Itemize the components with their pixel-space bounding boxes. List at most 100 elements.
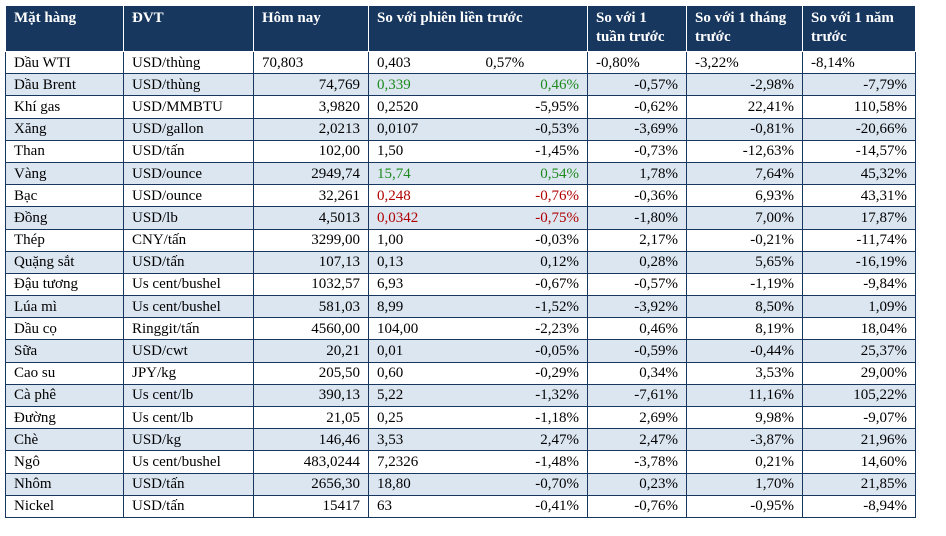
table-body: Dầu WTI USD/thùng 70,803 0,403 0,57% -0,80% -3… [5, 50, 916, 518]
header-cell: ĐVT [123, 5, 254, 52]
table-cell: 7,64% [686, 161, 803, 186]
table-cell: -8,94% [802, 494, 916, 518]
table-cell: 0,0107 [368, 117, 478, 141]
table-cell: USD/thùng [123, 73, 254, 97]
table-cell: 63 [368, 494, 478, 518]
table-cell: -0,76% [587, 494, 687, 518]
header-cell: Mặt hàng [5, 5, 124, 52]
table-cell: -0,05% [477, 339, 588, 363]
table-cell: CNY/tấn [123, 228, 254, 252]
table-cell: 0,54% [477, 161, 588, 186]
table-cell: 14,60% [802, 450, 916, 474]
table-cell: -7,61% [587, 383, 687, 408]
table-cell: 1,70% [686, 472, 803, 496]
table-cell: Sữa [5, 339, 124, 363]
table-cell: 6,93 [368, 272, 478, 297]
table-cell: -16,19% [802, 250, 916, 274]
table-cell: 5,22 [368, 383, 478, 408]
table-row: Cà phê Us cent/lb 390,13 5,22 -1,32% -7,61% 11… [5, 383, 916, 408]
table-cell: -0,41% [477, 494, 588, 518]
table-cell: 32,261 [253, 184, 369, 208]
table-cell: 483,0244 [253, 450, 369, 474]
table-cell: Chè [5, 428, 124, 452]
table-cell: 29,00% [802, 361, 916, 385]
table-cell: Đường [5, 405, 124, 430]
table-cell: 0,13 [368, 250, 478, 274]
table-cell: 0,2520 [368, 95, 478, 119]
table-cell: USD/ounce [123, 184, 254, 208]
table-cell: -5,95% [477, 95, 588, 119]
table-row: Đồng USD/lb 4,5013 0,0342 -0,75% -1,80% 7,00% 1… [5, 206, 916, 230]
table-cell: 205,50 [253, 361, 369, 385]
header-cell: So với phiên liền trước [368, 5, 588, 52]
table-cell: -1,80% [587, 206, 687, 230]
table-cell: 0,60 [368, 361, 478, 385]
table-cell: -0,62% [587, 95, 687, 119]
table-cell: -14,57% [802, 139, 916, 163]
table-row: Đậu tương Us cent/bushel 1032,57 6,93 -0,67%… [5, 272, 916, 297]
table-cell: -1,18% [477, 405, 588, 430]
table-cell: Xăng [5, 117, 124, 141]
table-cell: 20,21 [253, 339, 369, 363]
header-cell: So với 1 tuần trước [587, 5, 687, 52]
header-cell: So với 1 tháng trước [686, 5, 803, 52]
table-cell: 2656,30 [253, 472, 369, 496]
table-cell: -2,23% [477, 317, 588, 341]
table-cell: -3,87% [686, 428, 803, 452]
table-cell: 0,21% [686, 450, 803, 474]
table-cell: USD/cwt [123, 339, 254, 363]
table-cell: -0,76% [477, 184, 588, 208]
table-cell: -8,14% [802, 50, 916, 75]
table-cell: 3,53 [368, 428, 478, 452]
table-cell: 390,13 [253, 383, 369, 408]
table-row: Ngô Us cent/bushel 483,0244 7,2326 -1,48% -3,… [5, 450, 916, 474]
table-cell: Bạc [5, 184, 124, 208]
table-cell: USD/lb [123, 206, 254, 230]
table-row: Cao su JPY/kg 205,50 0,60 -0,29% 0,34% 3,53% 29… [5, 361, 916, 385]
table-row: Thép CNY/tấn 3299,00 1,00 -0,03% 2,17% -0,21% -… [5, 228, 916, 252]
table-cell: -2,98% [686, 73, 803, 97]
table-cell: 0,28% [587, 250, 687, 274]
table-cell: Ngô [5, 450, 124, 474]
table-cell: 25,37% [802, 339, 916, 363]
table-cell: 581,03 [253, 295, 369, 319]
table-cell: 1,50 [368, 139, 478, 163]
table-cell: Us cent/bushel [123, 450, 254, 474]
table-cell: -20,66% [802, 117, 916, 141]
table-cell: 43,31% [802, 184, 916, 208]
table-cell: -1,52% [477, 295, 588, 319]
table-cell: -7,79% [802, 73, 916, 97]
table-cell: -1,19% [686, 272, 803, 297]
table-cell: -0,59% [587, 339, 687, 363]
table-cell: -9,84% [802, 272, 916, 297]
table-cell: -0,57% [587, 73, 687, 97]
table-row: Than USD/tấn 102,00 1,50 -1,45% -0,73% -12,63%… [5, 139, 916, 163]
table-cell: 0,25 [368, 405, 478, 430]
table-cell: 3299,00 [253, 228, 369, 252]
table-cell: 2,47% [587, 428, 687, 452]
table-row: Lúa mì Us cent/bushel 581,03 8,99 -1,52% -3,9… [5, 295, 916, 319]
table-cell: Us cent/lb [123, 405, 254, 430]
table-cell: Us cent/bushel [123, 295, 254, 319]
table-cell: Khí gas [5, 95, 124, 119]
table-cell: 4,5013 [253, 206, 369, 230]
table-cell: Dầu cọ [5, 317, 124, 341]
table-cell: 3,53% [686, 361, 803, 385]
table-cell: 2,17% [587, 228, 687, 252]
table-cell: 45,32% [802, 161, 916, 186]
header-row: Mặt hàng ĐVT Hôm nay So với phiên liền trướ… [5, 5, 916, 52]
table-cell: Đậu tương [5, 272, 124, 297]
table-cell: 107,13 [253, 250, 369, 274]
table-cell: USD/thùng [123, 50, 254, 75]
table-cell: 70,803 [253, 50, 369, 75]
table-cell: 0,46% [477, 73, 588, 97]
table-cell: USD/kg [123, 428, 254, 452]
table-cell: -3,78% [587, 450, 687, 474]
table-cell: 18,80 [368, 472, 478, 496]
table-cell: 146,46 [253, 428, 369, 452]
table-cell: -0,67% [477, 272, 588, 297]
table-row: Đường Us cent/lb 21,05 0,25 -1,18% 2,69% 9,98%… [5, 405, 916, 430]
table-cell: -12,63% [686, 139, 803, 163]
table-cell: 102,00 [253, 139, 369, 163]
